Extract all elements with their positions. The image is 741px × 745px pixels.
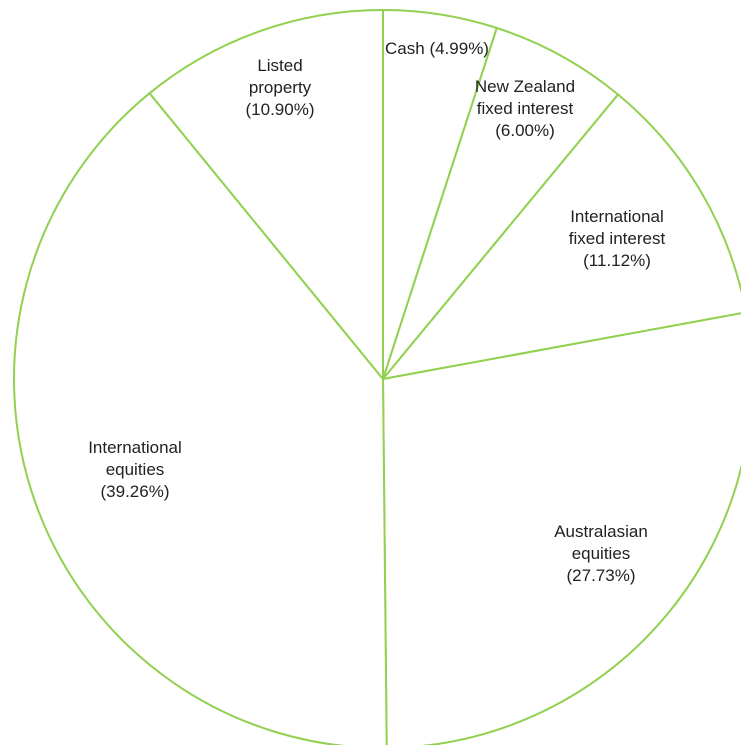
slice-label-1-line-1: fixed interest	[477, 99, 574, 118]
slice-label-3-line-2: (27.73%)	[567, 566, 636, 585]
pie-slice-1	[382, 26, 620, 380]
slice-label-2-line-2: (11.12%)	[583, 251, 651, 270]
slice-label-4-line-0: International	[88, 438, 182, 457]
pie-labels: Cash (4.99%) New Zealand fixed interest (6.…	[88, 39, 665, 585]
slice-label-4: International equities (39.26%)	[88, 438, 182, 501]
slice-label-2-line-1: fixed interest	[569, 229, 666, 248]
slice-label-2: International fixed interest (11.12%)	[569, 207, 666, 270]
slice-label-3: Australasian equities (27.73%)	[554, 522, 648, 585]
slice-label-0: Cash (4.99%)	[385, 39, 489, 58]
pie-slice-4	[13, 91, 388, 745]
slice-label-1: New Zealand fixed interest (6.00%)	[475, 77, 575, 140]
slice-label-1-line-0: New Zealand	[475, 77, 575, 96]
slice-label-3-line-0: Australasian	[554, 522, 648, 541]
slice-label-3-line-1: equities	[572, 544, 631, 563]
slice-label-5: Listed property (10.90%)	[246, 56, 315, 119]
slice-label-5-line-1: property	[249, 78, 312, 97]
slice-label-2-line-0: International	[570, 207, 664, 226]
slice-label-4-line-2: (39.26%)	[101, 482, 170, 501]
slice-label-4-line-1: equities	[106, 460, 165, 479]
slice-label-5-line-0: Listed	[257, 56, 302, 75]
slice-label-0-line-0: Cash (4.99%)	[385, 39, 489, 58]
slice-label-5-line-2: (10.90%)	[246, 100, 315, 119]
slice-label-1-line-2: (6.00%)	[495, 121, 555, 140]
pie-slice-5	[148, 8, 384, 382]
pie-slice-3	[381, 312, 741, 745]
pie-slice-2	[380, 93, 741, 381]
pie-slices	[13, 8, 741, 745]
